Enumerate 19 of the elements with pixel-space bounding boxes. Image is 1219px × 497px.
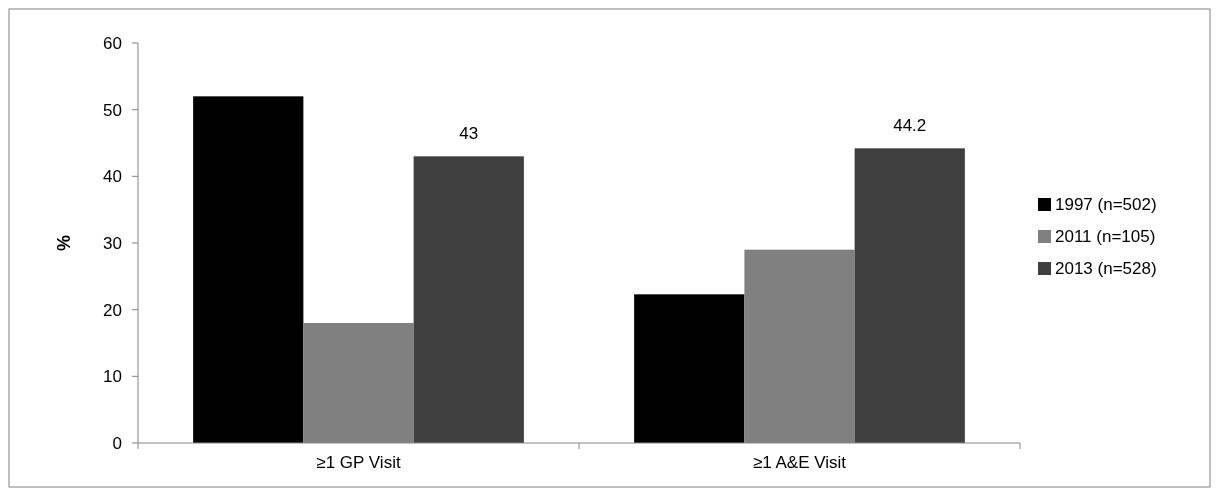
y-tick-label: 10 bbox=[103, 367, 122, 387]
bar bbox=[193, 96, 304, 443]
y-tick-label: 0 bbox=[112, 434, 122, 453]
y-tick-label: 20 bbox=[103, 300, 122, 320]
y-axis-title: % bbox=[54, 234, 74, 252]
legend-label: 1997 (n=502) bbox=[1055, 195, 1157, 214]
bar bbox=[854, 148, 965, 443]
x-tick-label: ≥1 A&E Visit bbox=[752, 453, 847, 472]
legend-label: 2011 (n=105) bbox=[1055, 227, 1156, 246]
legend-label: 2013 (n=528) bbox=[1055, 259, 1157, 278]
y-tick-label: 30 bbox=[103, 234, 122, 253]
data-label: 43 bbox=[459, 124, 479, 144]
y-tick-label: 40 bbox=[103, 167, 122, 187]
bar bbox=[634, 294, 745, 443]
x-tick-label: ≥1 GP Visit bbox=[316, 453, 401, 472]
y-tick-label: 60 bbox=[103, 34, 122, 53]
data-label: 44.2 bbox=[893, 116, 927, 136]
bar bbox=[413, 156, 524, 443]
y-tick-label: 50 bbox=[103, 100, 122, 120]
